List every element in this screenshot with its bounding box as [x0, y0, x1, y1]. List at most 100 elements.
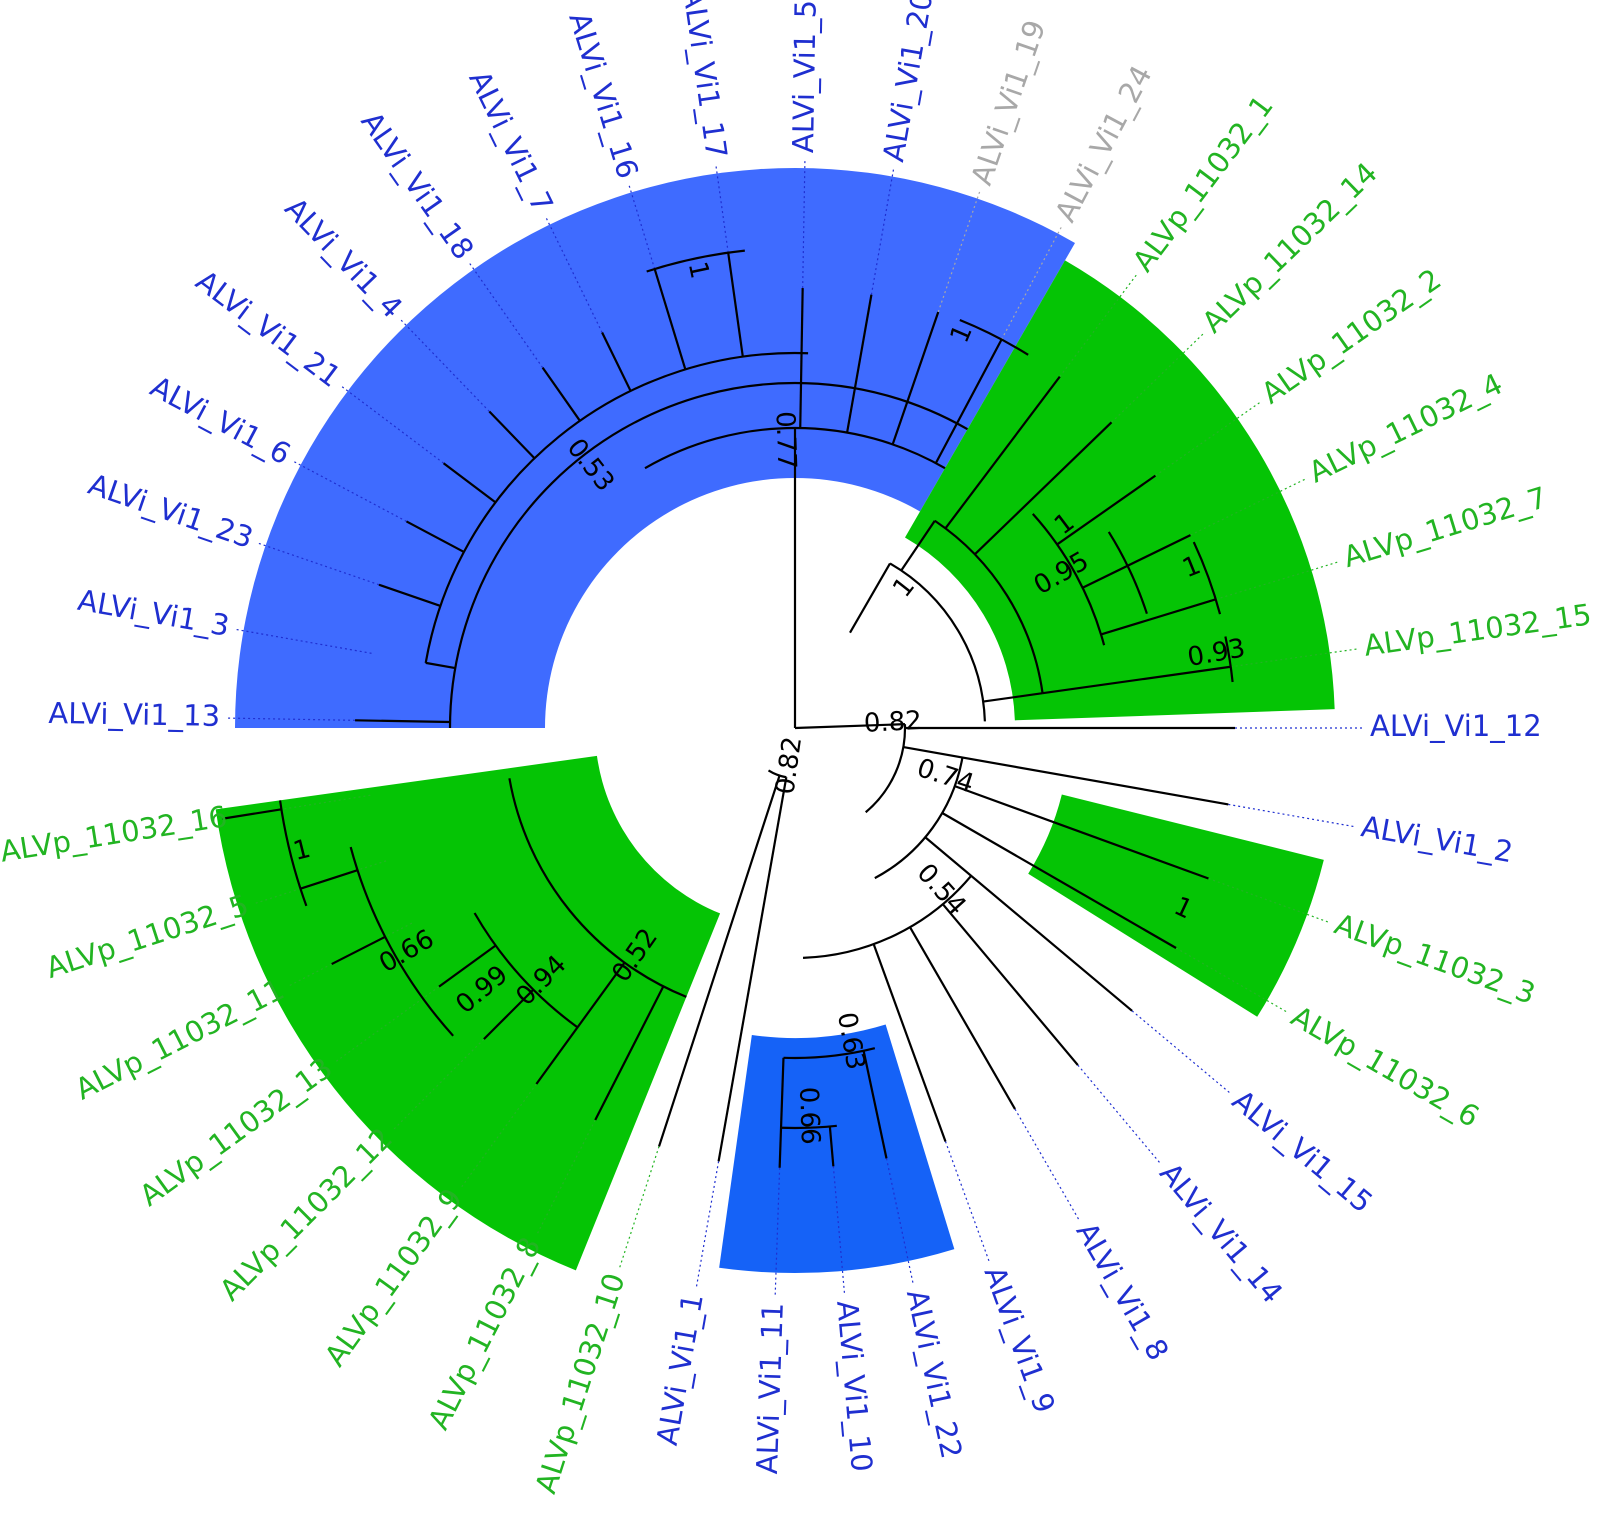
leaf-label: ALVi_Vi1_21: [190, 263, 348, 393]
branch-segment: [862, 1050, 888, 1159]
branch-arc: [889, 562, 986, 722]
branch-arc: [424, 351, 809, 664]
leaf-label: ALVp_11032_5: [42, 888, 253, 985]
branch-segment: [778, 1057, 785, 1168]
leaf-label: ALVi_Vi1_4: [278, 191, 409, 325]
leaf-guide-line: [1009, 1100, 1080, 1221]
support-value: 1: [887, 572, 921, 604]
branch-segment: [941, 903, 1079, 1066]
support-value: 1: [682, 259, 715, 281]
leaf-guide-line: [341, 385, 452, 470]
branch-segment: [405, 520, 465, 553]
green-clade-region-left: [215, 755, 721, 1271]
leaf-guide-line: [774, 1157, 781, 1296]
branch-arc: [767, 769, 787, 779]
branch-segment: [982, 692, 1043, 703]
leaf-guide-line: [335, 980, 448, 1063]
branch-arc: [874, 757, 964, 880]
leaf-label: ALVi_Vi1_1: [650, 1291, 710, 1448]
branch-segment: [535, 961, 626, 1085]
leaf-label: ALVi_Vi1_8: [1070, 1216, 1176, 1366]
branch-arc: [864, 724, 907, 814]
branch-segment: [828, 1126, 835, 1167]
leaf-guide-line: [1206, 561, 1339, 603]
leaf-guide-line: [293, 460, 416, 527]
leaf-guide-line: [1070, 1057, 1161, 1164]
branch-arc: [802, 875, 973, 959]
branch-arc: [508, 778, 687, 998]
leaf-label: ALVp_11032_8: [421, 1232, 547, 1435]
leaf-guide-line: [400, 318, 497, 420]
branch-segment: [594, 985, 665, 1121]
leaf-label: ALVp_11032_1: [1126, 89, 1280, 278]
leaf-label: ALVp_11032_9: [318, 1182, 469, 1372]
blue-clade-region-top: [235, 168, 1075, 728]
leaf-label: ALVp_11032_16: [0, 799, 229, 868]
leaf-guide-line: [288, 922, 413, 987]
leaf-label: ALVi_Vi1_18: [354, 105, 480, 265]
leaf-guide-line: [1220, 648, 1358, 669]
branch-arc: [1192, 541, 1222, 615]
leaf-label: ALVp_11032_3: [1330, 907, 1540, 1011]
branch-segment: [941, 812, 1177, 949]
branch-segment: [442, 462, 497, 504]
leaf-label: ALVi_Vi1_3: [75, 583, 232, 643]
support-value: 0.77: [769, 411, 801, 470]
branch-arc: [644, 426, 946, 470]
branch-segment: [794, 723, 905, 730]
leaf-guide-line: [831, 1156, 846, 1294]
leaf-label: ALVi_Vi1_2: [1359, 809, 1516, 869]
leaf-label: ALVi_Vi1_24: [1048, 60, 1159, 228]
branch-segment: [653, 268, 687, 370]
branch-segment: [909, 926, 1016, 1110]
support-value: 1: [290, 834, 313, 867]
branch-segment: [300, 869, 358, 890]
branch-segment: [488, 410, 536, 460]
leaf-label: ALVp_11032_4: [1303, 366, 1507, 489]
leaf-label: ALVi_Vi1_12: [1370, 709, 1542, 743]
branch-segment: [974, 421, 1113, 556]
branch-segment: [924, 836, 1133, 1012]
leaf-label: ALVp_11032_7: [1339, 480, 1550, 574]
tree-branches: [221, 249, 1235, 1168]
leaf-label: ALVi_Vi1_10: [830, 1299, 879, 1473]
support-value: 0.74: [913, 753, 977, 799]
branch-segment: [1082, 534, 1191, 589]
branch-segment: [954, 785, 1209, 880]
leaf-label: ALVp_11032_11: [70, 972, 290, 1106]
branch-segment: [1042, 665, 1231, 695]
blue-clade-region-bottom: [719, 1024, 955, 1273]
branch-segment: [872, 943, 947, 1142]
branch-segment: [1056, 474, 1157, 546]
leaf-guide-lines: [227, 160, 1363, 1296]
leaf-guide-line: [1181, 478, 1306, 541]
leaf-label: ALVi_Vi1_5: [786, 0, 823, 153]
branch-segment: [425, 661, 456, 670]
leaf-guide-line: [941, 1131, 990, 1262]
branch-segment: [900, 520, 936, 572]
branch-arc: [959, 319, 1029, 356]
branch-segment: [657, 775, 781, 1147]
leaf-guide-line: [254, 860, 387, 905]
leaf-label: ALVi_Vi1_14: [1153, 1156, 1289, 1309]
branch-arc: [646, 249, 745, 273]
branch-segment: [717, 777, 788, 1162]
leaf-guide-line: [227, 717, 366, 722]
support-value: 0.82: [863, 706, 922, 739]
leaf-label: ALVi_Vi1_7: [462, 65, 560, 218]
leaf-label: ALVi_Vi1_17: [676, 0, 734, 161]
branch-segment: [1100, 598, 1217, 636]
branch-segment: [903, 746, 1229, 806]
leaf-guide-line: [1198, 874, 1329, 923]
branch-segment: [934, 338, 1003, 464]
leaf-label: ALVi_Vi1_22: [900, 1286, 969, 1461]
branch-segment: [483, 988, 535, 1040]
branch-segment: [846, 294, 873, 433]
leaf-label: ALVi_Vi1_13: [48, 696, 220, 733]
leaf-guide-line: [392, 1031, 492, 1131]
branch-segment: [891, 311, 940, 445]
leaf-guide-line: [1167, 942, 1288, 1013]
branch-arc: [448, 381, 969, 729]
branch-segment: [438, 944, 497, 988]
